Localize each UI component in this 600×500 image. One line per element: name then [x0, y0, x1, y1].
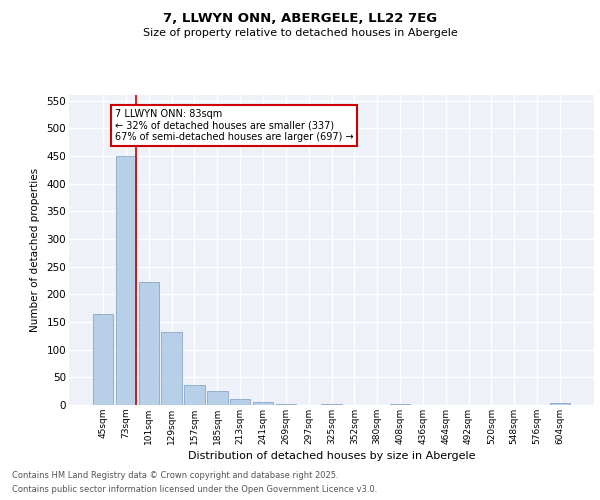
- X-axis label: Distribution of detached houses by size in Abergele: Distribution of detached houses by size …: [188, 451, 475, 461]
- Text: Contains HM Land Registry data © Crown copyright and database right 2025.: Contains HM Land Registry data © Crown c…: [12, 470, 338, 480]
- Bar: [184, 384, 205, 405]
- Text: Contains public sector information licensed under the Open Government Licence v3: Contains public sector information licen…: [12, 486, 377, 494]
- Bar: [550, 404, 570, 405]
- Bar: [93, 314, 113, 405]
- Text: 7 LLWYN ONN: 83sqm
← 32% of detached houses are smaller (337)
67% of semi-detach: 7 LLWYN ONN: 83sqm ← 32% of detached hou…: [115, 109, 353, 142]
- Y-axis label: Number of detached properties: Number of detached properties: [29, 168, 40, 332]
- Bar: [230, 400, 250, 405]
- Bar: [207, 391, 227, 405]
- Text: 7, LLWYN ONN, ABERGELE, LL22 7EG: 7, LLWYN ONN, ABERGELE, LL22 7EG: [163, 12, 437, 26]
- Bar: [139, 282, 159, 405]
- Text: Size of property relative to detached houses in Abergele: Size of property relative to detached ho…: [143, 28, 457, 38]
- Bar: [275, 404, 296, 405]
- Bar: [253, 402, 273, 405]
- Bar: [116, 156, 136, 405]
- Bar: [321, 404, 342, 405]
- Bar: [161, 332, 182, 405]
- Bar: [390, 404, 410, 405]
